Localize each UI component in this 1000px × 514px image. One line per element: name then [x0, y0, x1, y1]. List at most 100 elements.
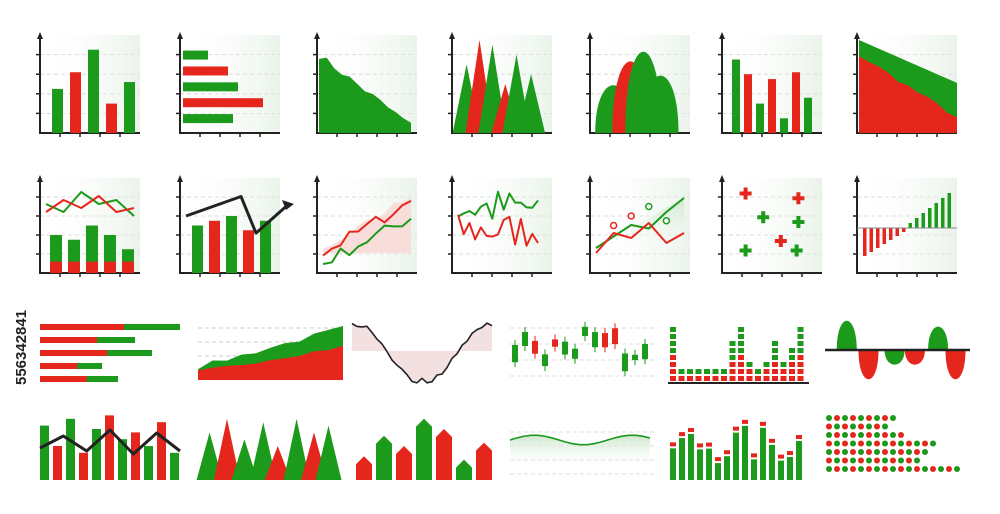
dot [906, 449, 912, 455]
cell [729, 348, 736, 353]
dot [874, 466, 880, 472]
dot [890, 440, 896, 447]
bar [122, 261, 134, 273]
area [319, 57, 411, 133]
candle [582, 326, 588, 336]
bar-cap [706, 442, 712, 447]
bar [732, 59, 740, 133]
cell [797, 369, 804, 374]
bump [928, 326, 949, 350]
trend-line [595, 197, 685, 249]
cell [797, 334, 804, 339]
dot [946, 466, 952, 472]
chart-icon [196, 418, 342, 480]
dot [890, 415, 896, 421]
trend-line [595, 222, 685, 254]
bar [124, 82, 135, 133]
bar [70, 72, 81, 133]
cell [772, 376, 778, 381]
cell [704, 376, 710, 381]
cell [738, 376, 744, 381]
dot [882, 466, 888, 472]
bar [192, 225, 203, 273]
candle [532, 340, 538, 354]
candle [552, 339, 558, 347]
chart-icon [825, 320, 970, 380]
cell [729, 369, 736, 374]
dot [850, 440, 856, 447]
axis-arrow [587, 175, 593, 182]
trend-line [351, 322, 493, 384]
chart-icon [313, 175, 417, 277]
chart-icon [448, 175, 552, 277]
dot [850, 466, 856, 472]
cell [670, 369, 676, 374]
bar-cap [769, 438, 775, 443]
bar [768, 79, 776, 133]
bar [170, 452, 179, 480]
bar [86, 261, 98, 273]
cell [670, 341, 676, 346]
plus [778, 235, 783, 247]
axis-arrow [37, 32, 43, 39]
cell [670, 327, 676, 332]
dot [850, 449, 856, 455]
chart-icon [668, 327, 809, 384]
cell [746, 376, 753, 381]
bar-cap [670, 442, 676, 447]
bar [183, 50, 208, 60]
cell [797, 376, 804, 381]
dot [858, 449, 864, 455]
dot [898, 457, 904, 464]
area [510, 435, 650, 470]
dot [930, 440, 936, 447]
axis-arrow [177, 32, 183, 39]
chart-icon [670, 419, 802, 480]
axis [451, 178, 552, 274]
area [859, 56, 957, 134]
dot [826, 440, 832, 447]
cell [763, 362, 770, 367]
dot [898, 449, 904, 455]
bar [863, 228, 867, 256]
bar [183, 82, 238, 92]
area [231, 439, 258, 480]
axis-arrow [719, 32, 725, 39]
dot [914, 449, 920, 455]
bar [144, 446, 153, 480]
dot [890, 457, 896, 464]
bar [88, 49, 99, 134]
axis-arrow [719, 175, 725, 182]
dot [866, 440, 872, 447]
dot [882, 432, 888, 438]
dot [842, 457, 848, 464]
dot [858, 440, 864, 447]
cell [738, 348, 744, 353]
bar [915, 218, 919, 228]
cell [772, 369, 778, 374]
trend-line [322, 199, 412, 257]
dot [834, 457, 840, 464]
dot [866, 423, 872, 430]
dot [898, 466, 904, 472]
trend-line [39, 428, 181, 456]
dot [834, 432, 840, 438]
cell [755, 376, 761, 381]
plus [743, 244, 748, 257]
bar [40, 425, 49, 480]
plus [796, 192, 801, 205]
arrow-bar [376, 435, 392, 480]
point [609, 221, 618, 230]
chart-icon [718, 175, 822, 277]
plus [794, 244, 799, 257]
bump [642, 75, 679, 133]
bar [226, 216, 237, 273]
area [198, 345, 343, 380]
dot [922, 466, 928, 472]
chart-icon [176, 175, 294, 277]
cell [772, 348, 778, 353]
bar [733, 432, 739, 480]
cell [755, 369, 761, 374]
arrow-bar [396, 446, 412, 480]
